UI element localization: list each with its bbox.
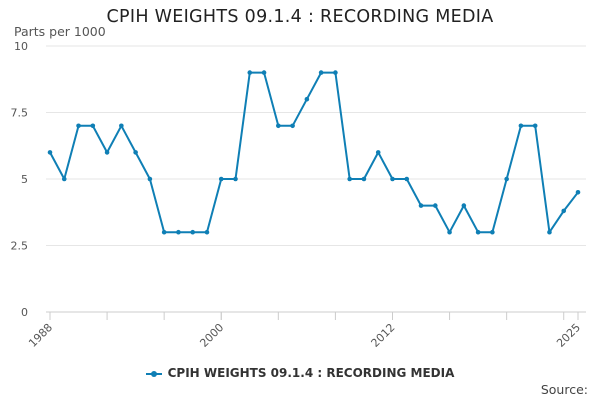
data-point <box>133 150 138 155</box>
data-point <box>218 176 224 182</box>
data-point <box>561 208 567 214</box>
legend-label: CPIH WEIGHTS 09.1.4 : RECORDING MEDIA <box>167 366 455 380</box>
y-tick-label: 0 <box>21 306 28 319</box>
data-point <box>61 176 67 182</box>
legend-swatch-icon <box>145 369 162 379</box>
data-point <box>104 150 110 155</box>
data-point <box>347 176 352 182</box>
x-tick-label: 2000 <box>197 321 226 350</box>
data-point <box>318 70 324 75</box>
data-point <box>47 150 53 155</box>
data-point <box>404 176 410 182</box>
data-point <box>518 123 524 129</box>
data-point <box>575 190 581 195</box>
y-tick-label: 7.5 <box>11 107 29 120</box>
y-tick-label: 5 <box>21 173 28 186</box>
data-point <box>461 203 467 208</box>
data-point <box>547 229 552 235</box>
data-point <box>176 229 181 235</box>
x-tick-label: 1988 <box>26 321 55 350</box>
data-point <box>233 176 238 182</box>
x-tick-label: 2025 <box>554 321 583 350</box>
data-point <box>475 229 481 235</box>
data-point <box>432 203 438 208</box>
data-point <box>261 70 267 75</box>
data-point <box>290 123 295 129</box>
legend[interactable]: CPIH WEIGHTS 09.1.4 : RECORDING MEDIA <box>0 366 600 380</box>
data-point <box>190 229 196 235</box>
data-point <box>390 176 395 182</box>
source-label: Source: <box>540 382 588 397</box>
x-tick-label: 2012 <box>369 321 398 350</box>
data-point <box>76 123 81 129</box>
axes: 0 2.5 5 7.5 10 1988 2000 2012 2025 <box>11 40 586 350</box>
data-point <box>361 176 367 182</box>
data-point <box>418 203 424 208</box>
data-point <box>247 70 253 75</box>
data-point <box>504 176 509 182</box>
y-axis-unit-label: Parts per 1000 <box>14 24 106 39</box>
series-line <box>49 71 579 234</box>
chart-title: CPIH WEIGHTS 09.1.4 : RECORDING MEDIA <box>106 7 494 27</box>
data-point <box>119 123 124 129</box>
data-point <box>375 150 381 155</box>
data-point <box>447 229 452 235</box>
y-tick-label: 10 <box>14 40 28 53</box>
data-point <box>276 123 281 129</box>
y-tick-label: 2.5 <box>11 240 29 253</box>
data-point <box>90 123 96 129</box>
series-line-layer <box>49 71 579 234</box>
data-point <box>147 176 153 182</box>
data-point <box>161 229 167 235</box>
data-point <box>490 229 495 235</box>
data-point <box>532 123 538 129</box>
series-points-layer <box>47 70 581 235</box>
data-point <box>333 70 338 75</box>
data-point <box>204 229 210 235</box>
data-point <box>304 96 310 102</box>
